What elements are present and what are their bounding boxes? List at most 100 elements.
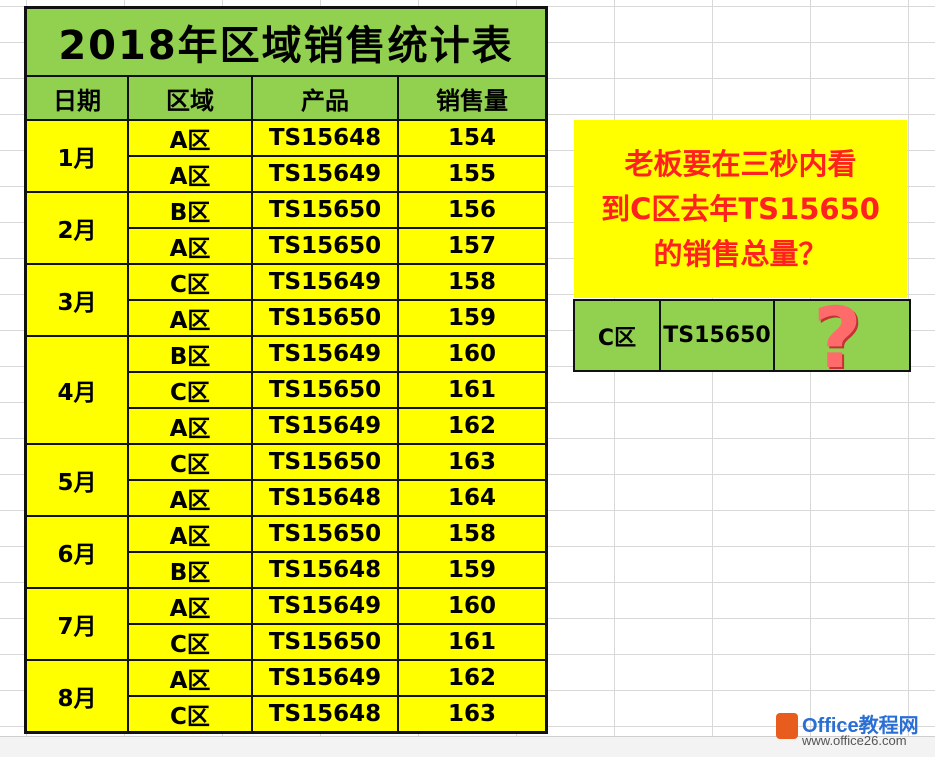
watermark: Office教程网 www.office26.com (776, 707, 931, 751)
table-row: A区 TS15650 159 (26, 299, 548, 337)
answer-value-cell[interactable]: ? (773, 293, 911, 383)
cell-qty[interactable]: 163 (397, 443, 548, 481)
table-row: A区 TS15650 157 (26, 227, 548, 265)
cell-product[interactable]: TS15648 (251, 479, 399, 517)
header-region[interactable]: 区域 (127, 75, 253, 121)
cell-qty[interactable]: 163 (397, 695, 548, 734)
cell-product[interactable]: TS15650 (251, 299, 399, 337)
header-qty[interactable]: 销售量 (397, 75, 548, 121)
table-row: A区 TS15648 164 (26, 479, 548, 517)
cell-qty[interactable]: 155 (397, 155, 548, 193)
question-text: 老板要在三秒内看 到C区去年TS15650 的销售总量？ (586, 142, 896, 277)
cell-qty[interactable]: 164 (397, 479, 548, 517)
cell-region[interactable]: A区 (127, 119, 253, 157)
cell-qty[interactable]: 160 (397, 587, 548, 625)
table-row: C区 TS15650 161 (26, 623, 548, 661)
cell-month[interactable]: 7月 (24, 587, 129, 661)
cell-qty[interactable]: 157 (397, 227, 548, 265)
table-row: 7月 A区 TS15649 160 (24, 587, 548, 661)
header-date[interactable]: 日期 (24, 75, 129, 121)
cell-region[interactable]: A区 (127, 299, 253, 337)
cell-product[interactable]: TS15648 (251, 551, 399, 589)
table-row: 8月 A区 TS15649 162 (24, 659, 548, 734)
cell-region[interactable]: A区 (127, 515, 253, 553)
question-mark-icon: ? (813, 289, 862, 387)
table-title[interactable]: 2018年区域销售统计表 (24, 6, 548, 77)
cell-month[interactable]: 1月 (24, 119, 129, 193)
cell-product[interactable]: TS15650 (251, 191, 399, 229)
cell-region[interactable]: A区 (127, 155, 253, 193)
cell-qty[interactable]: 159 (397, 299, 548, 337)
cell-region[interactable]: A区 (127, 587, 253, 625)
table-row: A区 TS15649 162 (26, 407, 548, 445)
cell-region[interactable]: B区 (127, 551, 253, 589)
cell-qty[interactable]: 158 (397, 263, 548, 301)
cell-qty[interactable]: 158 (397, 515, 548, 553)
cell-product[interactable]: TS15650 (251, 371, 399, 409)
cell-month[interactable]: 5月 (24, 443, 129, 517)
office-logo-icon (776, 713, 798, 739)
watermark-url: www.office26.com (802, 733, 907, 748)
cell-region[interactable]: C区 (127, 623, 253, 661)
cell-qty[interactable]: 160 (397, 335, 548, 373)
table-row: 1月 A区 TS15648 154 (24, 119, 548, 193)
cell-product[interactable]: TS15649 (251, 155, 399, 193)
table-row: A区 TS15649 155 (26, 155, 548, 193)
answer-table: C区 TS15650 ? (573, 293, 911, 383)
table-row: 5月 C区 TS15650 163 (24, 443, 548, 517)
question-line-2: 到C区去年TS15650 (601, 191, 880, 226)
cell-qty[interactable]: 154 (397, 119, 548, 157)
cell-qty[interactable]: 156 (397, 191, 548, 229)
cell-qty[interactable]: 159 (397, 551, 548, 589)
cell-region[interactable]: A区 (127, 227, 253, 265)
cell-qty[interactable]: 162 (397, 407, 548, 445)
cell-region[interactable]: C区 (127, 443, 253, 481)
cell-product[interactable]: TS15650 (251, 443, 399, 481)
cell-month[interactable]: 4月 (24, 335, 129, 445)
table-row: C区 TS15648 163 (26, 695, 548, 734)
header-row: 日期 区域 产品 销售量 (24, 75, 548, 121)
cell-product[interactable]: TS15650 (251, 227, 399, 265)
cell-product[interactable]: TS15649 (251, 335, 399, 373)
cell-product[interactable]: TS15649 (251, 587, 399, 625)
cell-region[interactable]: B区 (127, 191, 253, 229)
cell-qty[interactable]: 161 (397, 623, 548, 661)
answer-row: C区 TS15650 ? (573, 293, 911, 383)
cell-product[interactable]: TS15649 (251, 263, 399, 301)
table-row: B区 TS15648 159 (26, 551, 548, 589)
table-row: C区 TS15650 161 (26, 371, 548, 409)
table-body: 1月 A区 TS15648 154 A区 TS15649 155 2月 B区 TS15650 156… (24, 119, 548, 734)
cell-region[interactable]: A区 (127, 407, 253, 445)
cell-region[interactable]: C区 (127, 695, 253, 734)
cell-month[interactable]: 6月 (24, 515, 129, 589)
cell-region[interactable]: C区 (127, 371, 253, 409)
question-box[interactable]: 老板要在三秒内看 到C区去年TS15650 的销售总量？ (574, 120, 907, 298)
answer-product-cell[interactable]: TS15650 (659, 299, 775, 372)
sales-table: 2018年区域销售统计表 日期 区域 产品 销售量 1月 A区 TS15648 154… (24, 6, 548, 734)
header-product[interactable]: 产品 (251, 75, 399, 121)
cell-region[interactable]: A区 (127, 479, 253, 517)
cell-qty[interactable]: 161 (397, 371, 548, 409)
cell-product[interactable]: TS15650 (251, 515, 399, 553)
question-line-3: 的销售总量？ (653, 236, 828, 271)
cell-month[interactable]: 8月 (24, 659, 129, 734)
cell-product[interactable]: TS15648 (251, 695, 399, 734)
sheet-bottom-bar (0, 736, 935, 757)
cell-month[interactable]: 2月 (24, 191, 129, 265)
cell-product[interactable]: TS15649 (251, 407, 399, 445)
cell-region[interactable]: A区 (127, 659, 253, 697)
cell-product[interactable]: TS15649 (251, 659, 399, 697)
cell-region[interactable]: B区 (127, 335, 253, 373)
cell-month[interactable]: 3月 (24, 263, 129, 337)
answer-region-cell[interactable]: C区 (573, 299, 661, 372)
cell-product[interactable]: TS15650 (251, 623, 399, 661)
table-row: 6月 A区 TS15650 158 (24, 515, 548, 589)
cell-region[interactable]: C区 (127, 263, 253, 301)
table-row: 4月 B区 TS15649 160 (24, 335, 548, 445)
question-line-1: 老板要在三秒内看 (624, 146, 857, 181)
table-row: 3月 C区 TS15649 158 (24, 263, 548, 337)
cell-qty[interactable]: 162 (397, 659, 548, 697)
table-row: 2月 B区 TS15650 156 (24, 191, 548, 265)
watermark-main: Office教程网 (802, 715, 919, 737)
cell-product[interactable]: TS15648 (251, 119, 399, 157)
